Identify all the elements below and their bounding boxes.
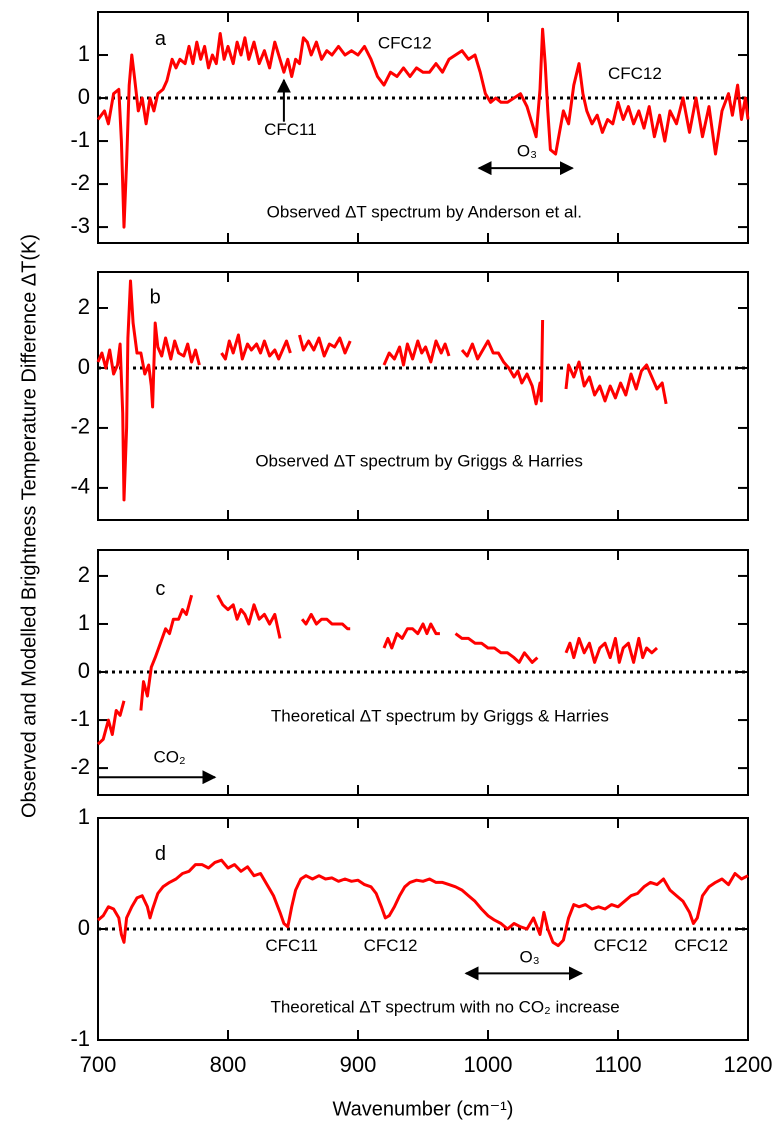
x-axis-title: Wavenumber (cm⁻¹) xyxy=(333,1098,514,1120)
y-axis-title: Observed and Modelled Brightness Tempera… xyxy=(18,234,40,818)
y-tick-label: -2 xyxy=(70,170,90,195)
x-tick-label: 900 xyxy=(340,1052,377,1077)
annotation: CFC12 xyxy=(608,64,662,83)
x-tick-label: 1200 xyxy=(724,1052,773,1077)
panel-label: a xyxy=(155,28,167,50)
annotation: CFC12 xyxy=(594,936,648,955)
x-tick-label: 1000 xyxy=(464,1052,513,1077)
panel-caption: Theoretical ΔT spectrum with no CO₂ incr… xyxy=(270,997,619,1016)
y-tick-label: 0 xyxy=(78,354,90,379)
y-tick-label: -2 xyxy=(70,414,90,439)
x-tick-label: 1100 xyxy=(594,1052,641,1077)
annotation: O₃ xyxy=(520,947,540,966)
annotation: CO₂ xyxy=(153,747,185,766)
plot-frame xyxy=(97,271,749,521)
y-tick-label: 0 xyxy=(78,915,90,940)
y-tick-label: 1 xyxy=(78,41,90,66)
y-tick-label: 0 xyxy=(78,84,90,109)
annotation: CFC11 xyxy=(265,936,318,955)
y-tick-label: -1 xyxy=(70,127,90,152)
annotation: O₃ xyxy=(517,141,537,160)
panel-label: c xyxy=(155,578,165,600)
y-tick-label: -2 xyxy=(70,754,90,779)
y-tick-label: -1 xyxy=(70,706,90,731)
annotation: CFC12 xyxy=(378,34,432,53)
y-tick-label: 2 xyxy=(78,294,90,319)
y-tick-label: -3 xyxy=(70,213,90,238)
spectrum-line xyxy=(96,279,668,502)
spectrum-line xyxy=(96,594,659,746)
x-tick-label: 700 xyxy=(80,1052,117,1077)
panel-label: d xyxy=(155,843,166,865)
spectrum-line xyxy=(96,27,750,229)
y-tick-label: 0 xyxy=(78,658,90,683)
y-tick-label: -4 xyxy=(70,474,90,499)
x-tick-label: 800 xyxy=(210,1052,247,1077)
annotation: CFC11 xyxy=(264,120,317,139)
y-tick-label: -1 xyxy=(70,1026,90,1051)
plot-frame xyxy=(97,11,749,244)
panel-caption: Observed ΔT spectrum by Griggs & Harries xyxy=(255,451,583,470)
y-tick-label: 2 xyxy=(78,562,90,587)
annotation: CFC12 xyxy=(674,936,728,955)
spectrum-line xyxy=(97,858,749,948)
annotation: CFC12 xyxy=(364,936,418,955)
panel-label: b xyxy=(150,286,161,308)
panel-caption: Theoretical ΔT spectrum by Griggs & Harr… xyxy=(271,707,609,726)
y-tick-label: 1 xyxy=(78,610,90,635)
panel-caption: Observed ΔT spectrum by Anderson et al. xyxy=(267,202,582,221)
y-tick-label: 1 xyxy=(78,804,90,829)
